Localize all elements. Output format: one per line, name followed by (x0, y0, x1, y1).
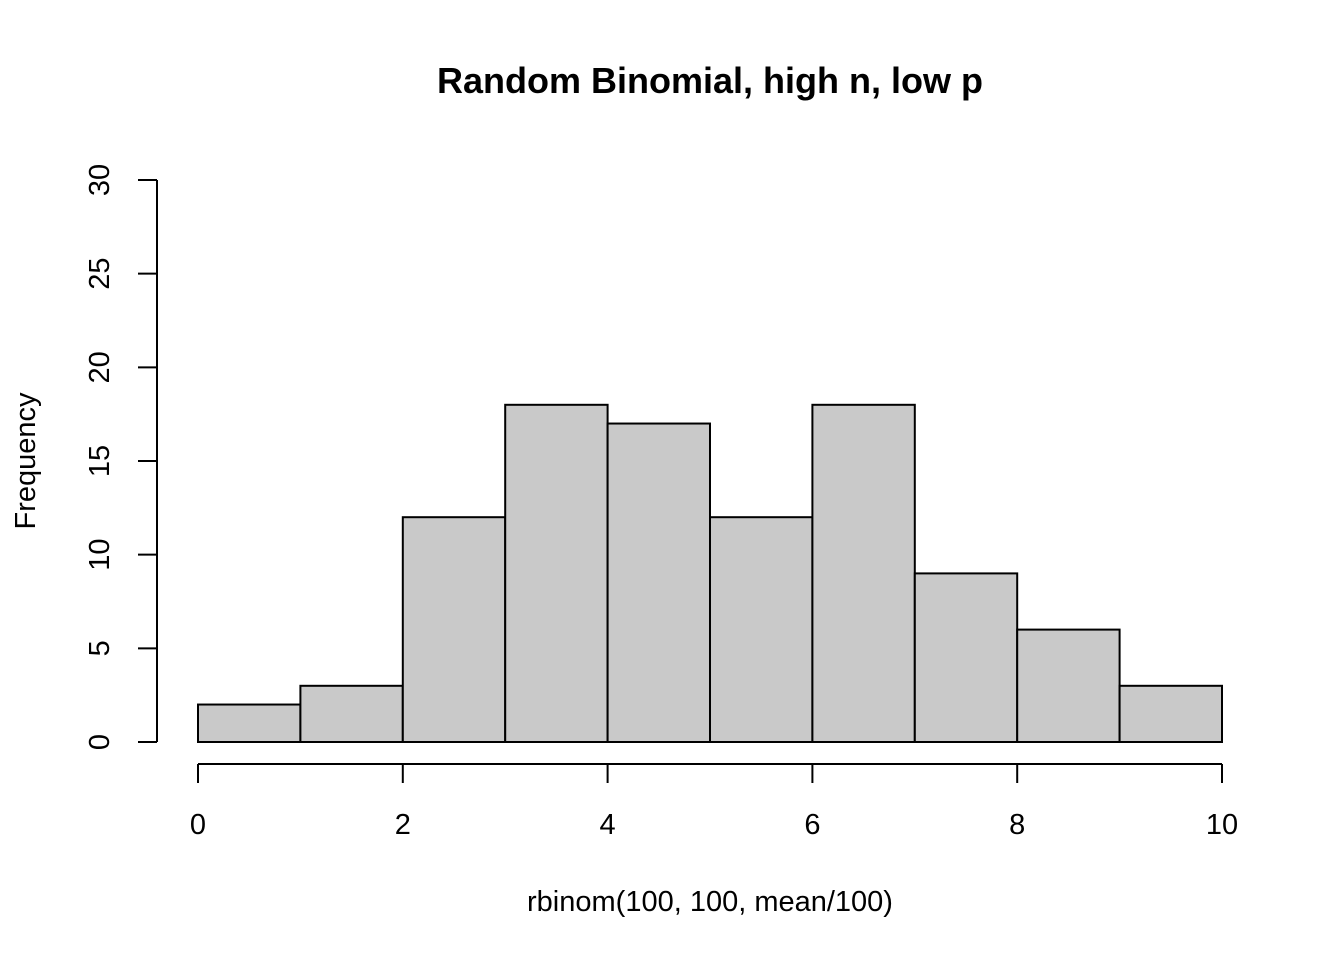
histogram-bar (1016, 628, 1121, 743)
histogram-bar (913, 572, 1019, 744)
histogram-bar (401, 516, 507, 744)
x-tick-label: 6 (804, 809, 820, 841)
x-tick-label: 4 (600, 809, 616, 841)
histogram-bar (197, 703, 302, 743)
y-axis: 0 5 10 15 20 25 30 (84, 164, 158, 750)
x-tick-label: 10 (1206, 809, 1238, 841)
y-tick-label: 25 (84, 258, 116, 290)
y-axis-label: Frequency (10, 392, 42, 530)
bars-group (197, 403, 1223, 744)
histogram-bar (606, 422, 711, 743)
y-tick-label: 20 (84, 351, 116, 383)
histogram-bar (299, 684, 404, 743)
y-tick-label: 10 (84, 539, 116, 571)
x-tick-label: 0 (190, 809, 206, 841)
x-axis: 0 2 4 6 8 10 (190, 763, 1238, 841)
histogram-bar (709, 516, 814, 744)
histogram-bar (811, 403, 916, 743)
histogram-bar (504, 403, 609, 743)
x-tick-label: 8 (1009, 809, 1025, 841)
y-tick-label: 30 (84, 164, 116, 196)
chart-title: Random Binomial, high n, low p (437, 60, 983, 101)
y-tick-label: 15 (84, 445, 116, 477)
histogram-bar (1118, 684, 1223, 743)
y-tick-label: 5 (84, 640, 116, 656)
y-tick-label: 0 (84, 734, 116, 750)
x-axis-label: rbinom(100, 100, mean/100) (527, 886, 893, 918)
x-tick-label: 2 (395, 809, 411, 841)
